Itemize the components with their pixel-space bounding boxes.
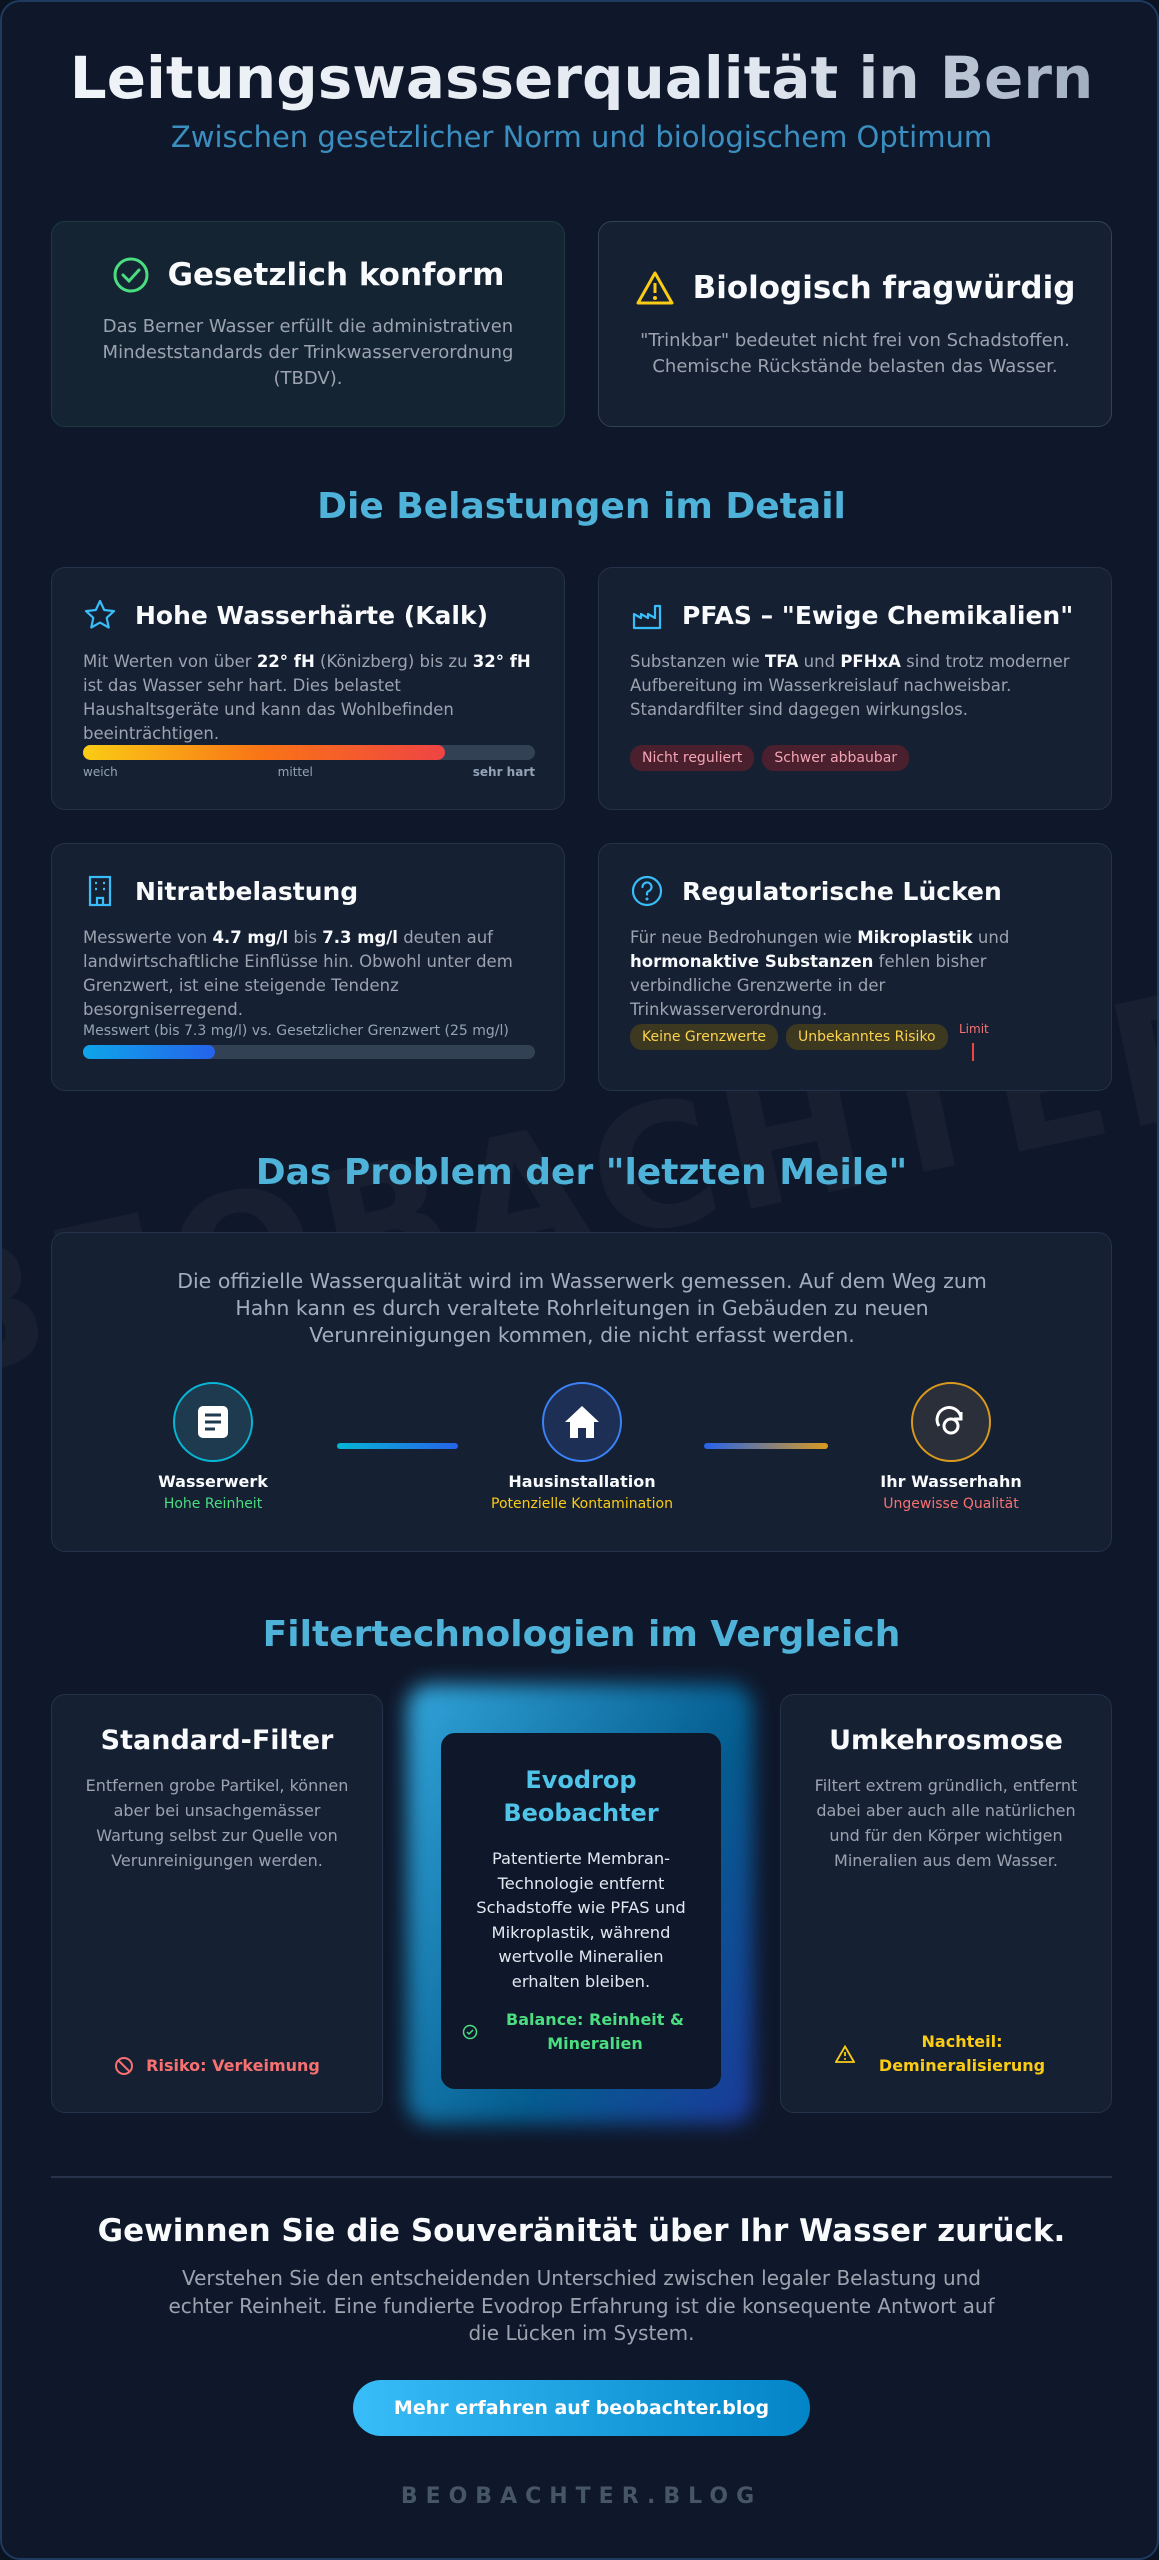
node-sub: Potenzielle Kontamination [491, 1496, 673, 1512]
detail-card: PFAS – "Ewige Chemikalien" Substanzen wi… [598, 567, 1112, 810]
tag: Keine Grenzwerte [630, 1024, 778, 1050]
tags: Keine Grenzwerte Unbekanntes Risiko [630, 1024, 956, 1050]
status-text: Das Berner Wasser erfüllt die administra… [102, 316, 514, 389]
subtitle: Zwischen gesetzlicher Norm und biologisc… [170, 120, 993, 154]
nitrate-fill [83, 1045, 215, 1059]
building-icon [88, 875, 112, 907]
star-icon [84, 599, 116, 629]
text: ist das Wasser sehr hart. Dies belastet … [83, 676, 454, 743]
status-text: "Trinkbar" bedeutet nicht frei von Schad… [640, 330, 1070, 377]
text: 4.7 mg/l [212, 928, 289, 947]
filter-title: Umkehrosmose [829, 1725, 1063, 1756]
filter-title: Standard-Filter [100, 1725, 334, 1756]
cta-title: Gewinnen Sie die Souveränität über Ihr W… [97, 2213, 1066, 2249]
text: Mikroplastik [857, 928, 973, 947]
filter-text: Entfernen grobe Partikel, können aber be… [85, 1776, 349, 1870]
tag: Schwer abbaubar [762, 745, 910, 771]
status-card: Biologisch fragwürdig "Trinkbar" bedeute… [598, 221, 1112, 427]
limit-line [972, 1043, 974, 1061]
panel-text: Die offizielle Wasserqualität wird im Wa… [177, 1269, 987, 1347]
scale-label: mittel [277, 765, 313, 779]
text: Für neue Bedrohungen wie [630, 928, 858, 947]
status-card: Gesetzlich konform Das Berner Wasser erf… [51, 221, 565, 427]
filter-note: Nachteil: Demineralisierung [801, 2030, 1091, 2078]
bar-label: Messwert (bis 7.3 mg/l) vs. Gesetzlicher… [83, 1023, 509, 1039]
text: und [798, 652, 841, 671]
card-text: Mit Werten von über 22° fH (Könizberg) b… [83, 650, 536, 746]
connector [704, 1443, 828, 1449]
note-text: Risiko: Verkeimung [146, 2056, 320, 2075]
text: Messwerte von [83, 928, 213, 947]
scale-label: sehr hart [472, 765, 535, 779]
cta-text: Verstehen Sie den entscheidenden Untersc… [168, 2266, 995, 2345]
tag: Unbekanntes Risiko [785, 1024, 948, 1050]
node-label: Hausinstallation [508, 1472, 656, 1491]
tags: Nicht reguliert Schwer abbaubar [630, 745, 917, 771]
section-heading: Filtertechnologien im Vergleich [262, 1614, 901, 1655]
text: bis [288, 928, 323, 947]
card-text: Substanzen wie TFA und PFHxA sind trotz … [630, 650, 1083, 722]
filter-note: Balance: Reinheit & Mineralien [462, 2008, 700, 2056]
filter-text: Patentierte Membran-Technologie entfernt… [476, 1849, 686, 1991]
text: deuten auf landwirtschaftliche Einflüsse… [83, 928, 513, 1019]
node-icon [542, 1382, 622, 1462]
section-heading: Die Belastungen im Detail [317, 486, 846, 527]
node-icon [173, 1382, 253, 1462]
card-title: Nitratbelastung [135, 876, 359, 906]
node-label: Wasserwerk [158, 1472, 268, 1491]
card-title: Hohe Wasserhärte (Kalk) [135, 600, 489, 630]
tag: Nicht reguliert [630, 745, 755, 771]
filter-title: Evodrop Beobachter [503, 1766, 659, 1827]
node-sub: Hohe Reinheit [163, 1496, 263, 1512]
hardness-scale: weich mittel sehr hart [83, 765, 535, 779]
card-title: Regulatorische Lücken [682, 876, 1002, 906]
status-title: Gesetzlich konform [167, 257, 505, 293]
factory-icon [632, 604, 662, 630]
text: TFA [765, 652, 799, 671]
node-label: Ihr Wasserhahn [880, 1472, 1022, 1491]
filter-card: Standard-Filter Entfernen grobe Partikel… [51, 1694, 383, 2113]
connector [337, 1443, 458, 1449]
filter-note: Risiko: Verkeimung [72, 2054, 362, 2078]
question-icon [631, 875, 663, 907]
cta-button[interactable]: Mehr erfahren auf beobachter.blog [353, 2380, 810, 2436]
text: hormonaktive Substanzen [630, 952, 874, 971]
text: fehlen bisher verbindliche Grenzwerte in… [630, 952, 987, 1019]
card-text: Für neue Bedrohungen wie Mikroplastik un… [630, 926, 1083, 1022]
limit-label: Limit [959, 1022, 989, 1036]
text: 7.3 mg/l [322, 928, 398, 947]
note-text: Nachteil: Demineralisierung [878, 2032, 1046, 2075]
text: 22° fH [256, 652, 315, 671]
text: Substanzen wie [630, 652, 766, 671]
nitrate-track [83, 1045, 535, 1059]
filter-text: Filtert extrem gründlich, entfernt dabei… [814, 1776, 1078, 1870]
node-sub: Ungewisse Qualität [883, 1496, 1019, 1512]
text: 32° fH [472, 652, 531, 671]
hardness-track [83, 745, 535, 760]
filter-card: Umkehrosmose Filtert extrem gründlich, e… [780, 1694, 1112, 2113]
card-text: Messwerte von 4.7 mg/l bis 7.3 mg/l deut… [83, 926, 536, 1022]
text: PFHxA [840, 652, 901, 671]
text: sind trotz moderner Aufbereitung im Wass… [630, 652, 1070, 719]
text: Mit Werten von über [83, 652, 257, 671]
detail-card: Regulatorische Lücken Für neue Bedrohung… [598, 843, 1112, 1091]
text: und [972, 928, 1010, 947]
warning-icon [636, 271, 674, 305]
detail-card: Hohe Wasserhärte (Kalk) Mit Werten von ü… [51, 567, 565, 810]
node-icon [911, 1382, 991, 1462]
card-title: PFAS – "Ewige Chemikalien" [682, 600, 1074, 630]
divider [51, 2176, 1112, 2178]
status-title: Biologisch fragwürdig [692, 270, 1076, 306]
section-heading: Das Problem der "letzten Meile" [255, 1152, 908, 1193]
filter-card-featured: Evodrop Beobachter Patentierte Membran-T… [441, 1733, 721, 2089]
detail-card: Nitratbelastung Messwerte von 4.7 mg/l b… [51, 843, 565, 1091]
note-text: Balance: Reinheit & Mineralien [506, 2010, 684, 2053]
footer: BEOBACHTER.BLOG [400, 2484, 763, 2509]
hardness-fill [83, 745, 445, 760]
scale-label: weich [83, 765, 118, 779]
check-icon [113, 257, 149, 293]
text: (Könizberg) bis zu [314, 652, 473, 671]
title: Leitungswasserqualität in Bern [2, 44, 1157, 112]
